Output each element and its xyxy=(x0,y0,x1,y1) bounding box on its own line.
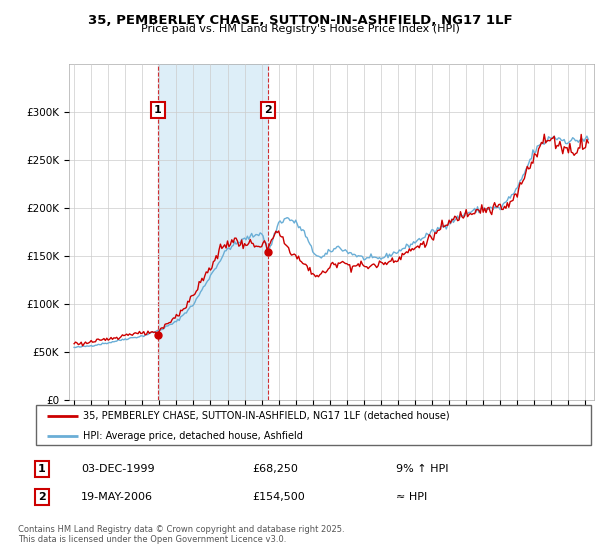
Text: 1: 1 xyxy=(154,105,162,115)
Text: 9% ↑ HPI: 9% ↑ HPI xyxy=(396,464,449,474)
Bar xyxy=(158,64,268,400)
Text: 19-MAY-2006: 19-MAY-2006 xyxy=(81,492,153,502)
Text: £68,250: £68,250 xyxy=(252,464,298,474)
Text: Price paid vs. HM Land Registry's House Price Index (HPI): Price paid vs. HM Land Registry's House … xyxy=(140,24,460,34)
Text: 2: 2 xyxy=(38,492,46,502)
Text: ≈ HPI: ≈ HPI xyxy=(396,492,427,502)
Text: £154,500: £154,500 xyxy=(252,492,305,502)
Text: 03-DEC-1999: 03-DEC-1999 xyxy=(81,464,155,474)
Text: Contains HM Land Registry data © Crown copyright and database right 2025.
This d: Contains HM Land Registry data © Crown c… xyxy=(18,525,344,544)
Text: 2: 2 xyxy=(264,105,272,115)
Text: 35, PEMBERLEY CHASE, SUTTON-IN-ASHFIELD, NG17 1LF (detached house): 35, PEMBERLEY CHASE, SUTTON-IN-ASHFIELD,… xyxy=(83,411,450,421)
Text: 35, PEMBERLEY CHASE, SUTTON-IN-ASHFIELD, NG17 1LF: 35, PEMBERLEY CHASE, SUTTON-IN-ASHFIELD,… xyxy=(88,14,512,27)
Text: HPI: Average price, detached house, Ashfield: HPI: Average price, detached house, Ashf… xyxy=(83,431,303,441)
Text: 1: 1 xyxy=(38,464,46,474)
